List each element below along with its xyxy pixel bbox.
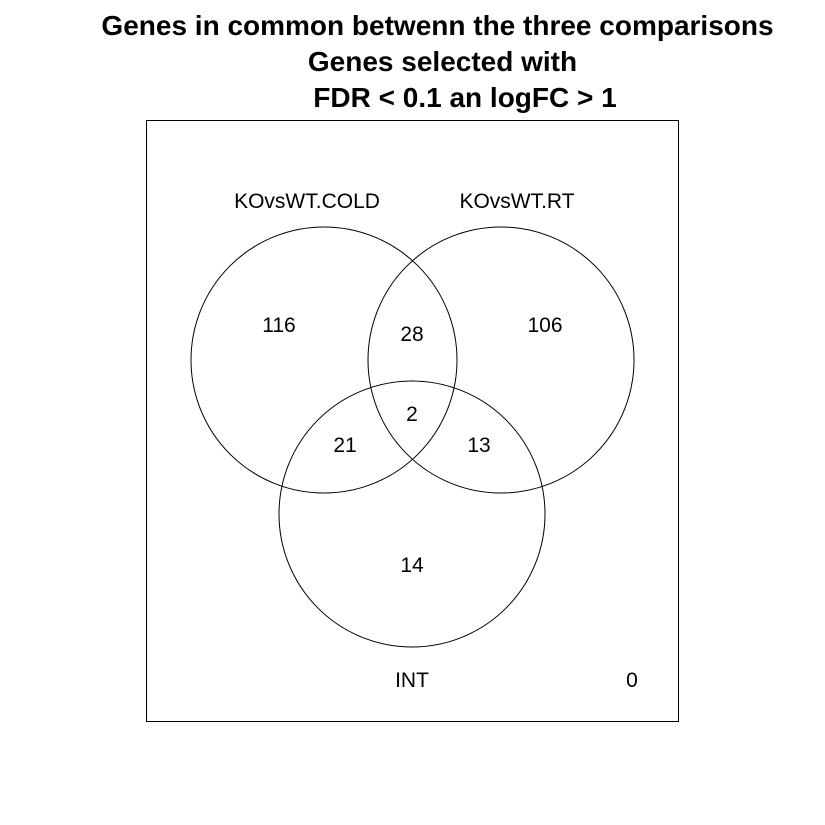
title-line-1: Genes in common betwenn the three compar… xyxy=(101,10,774,41)
set-a-circle xyxy=(190,226,458,494)
set-c-label: INT xyxy=(395,669,429,692)
count-a-and-c: 21 xyxy=(333,434,356,457)
count-only-b: 106 xyxy=(527,314,562,337)
count-none: 0 xyxy=(626,669,638,692)
chart-title: Genes in common betwenn the three compar… xyxy=(0,8,825,116)
set-b-circle xyxy=(367,226,635,494)
count-only-a: 116 xyxy=(262,314,295,337)
set-b-label: KOvsWT.RT xyxy=(459,190,574,213)
count-b-and-c: 13 xyxy=(467,434,490,457)
title-line-2: Genes selected with xyxy=(307,46,578,77)
set-a-label: KOvsWT.COLD xyxy=(234,190,380,213)
count-a-and-b: 28 xyxy=(400,323,423,346)
count-a-b-c: 2 xyxy=(406,403,418,426)
title-line-3: FDR < 0.1 an logFC > 1 xyxy=(313,82,617,113)
plot-frame xyxy=(146,120,679,722)
count-only-c: 14 xyxy=(400,554,424,577)
set-c-circle xyxy=(278,380,546,648)
